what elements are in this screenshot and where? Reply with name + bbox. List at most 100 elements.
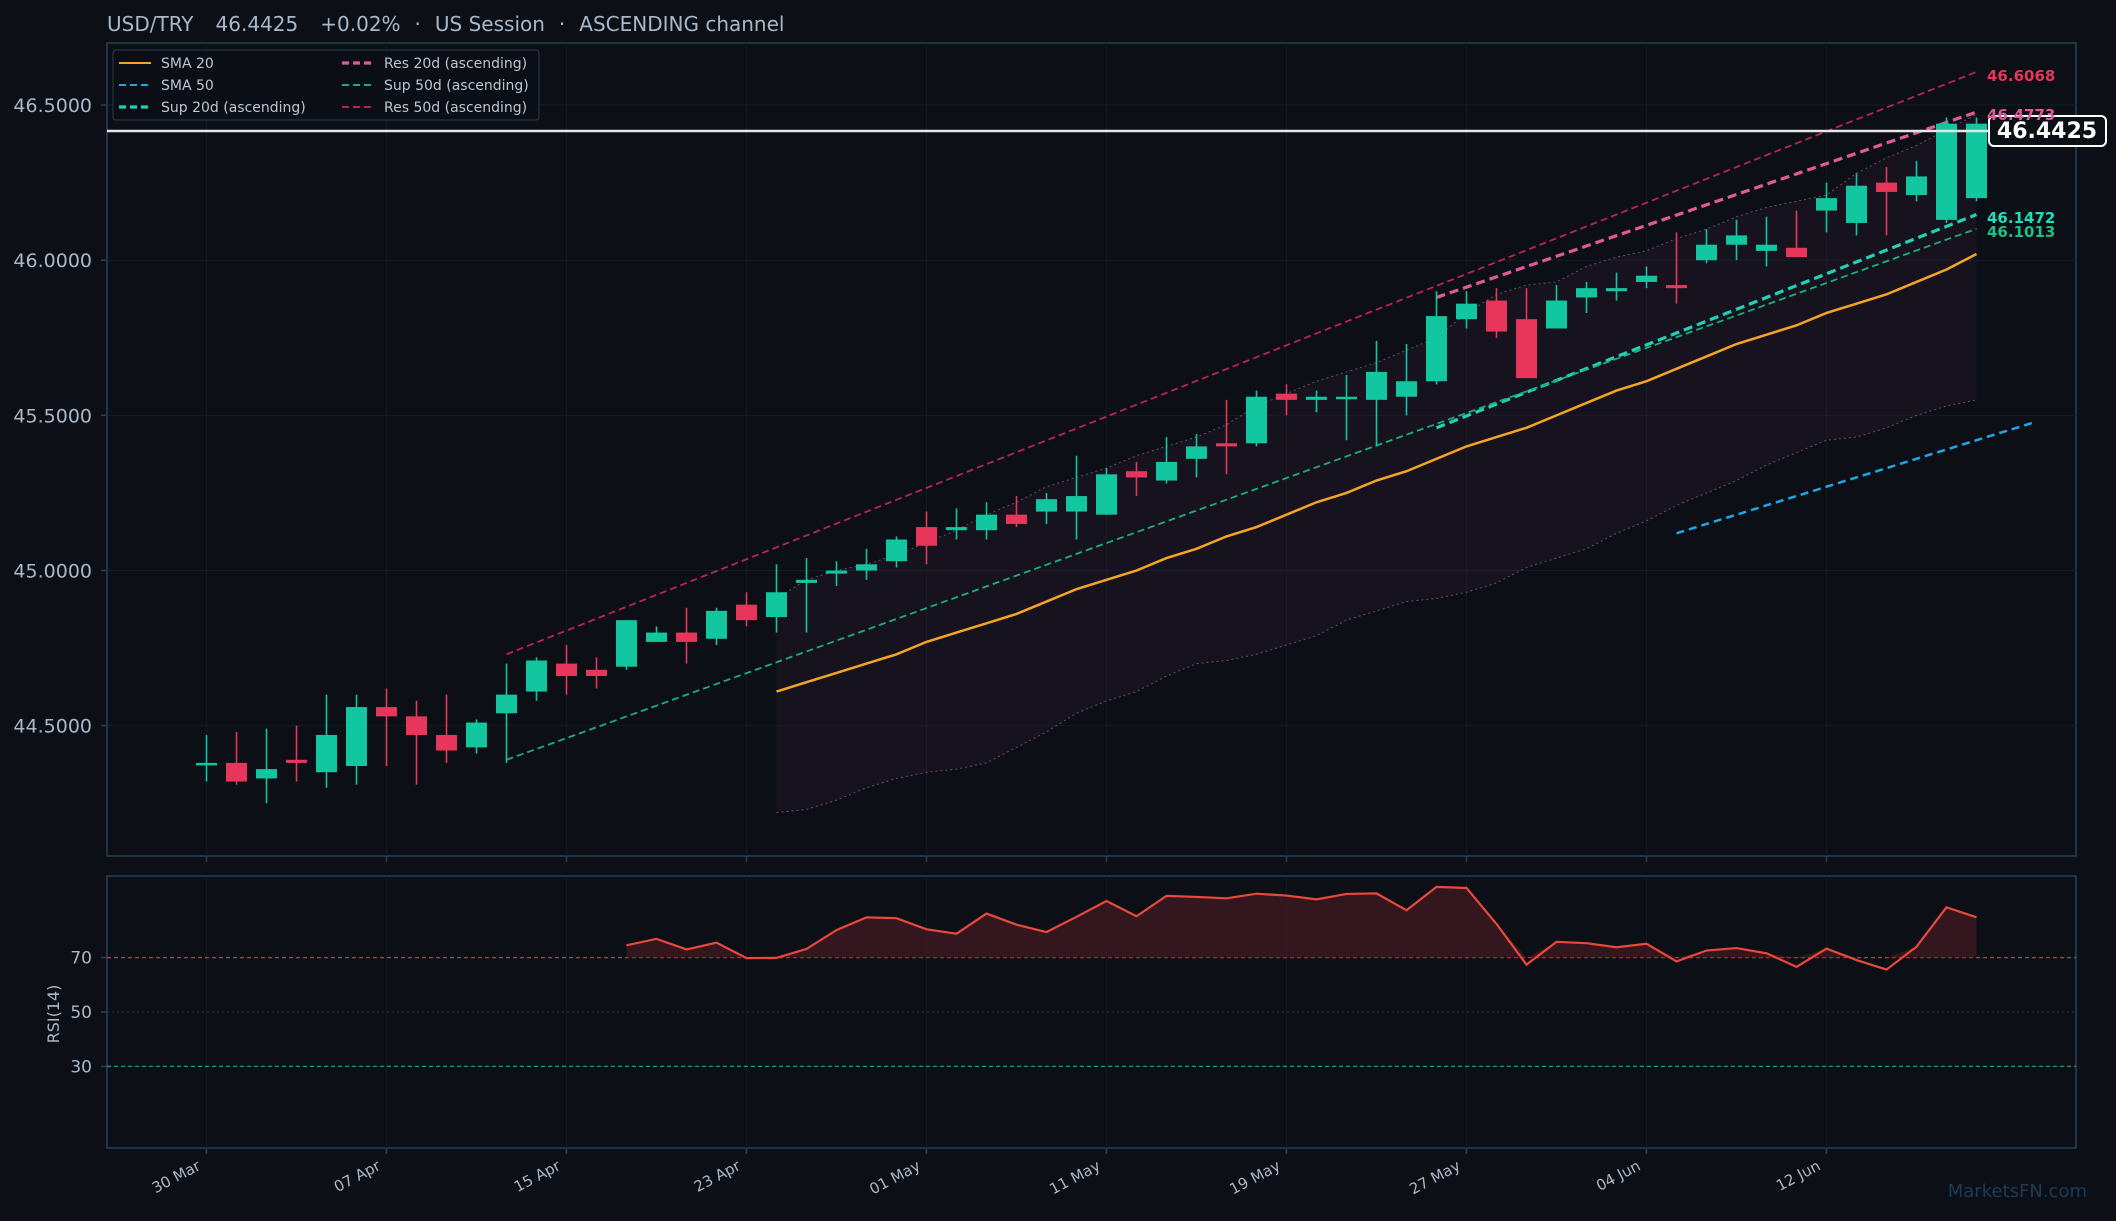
legend: SMA 20 Res 20d (ascending) SMA 50 Sup 50d (… xyxy=(112,49,540,121)
candle-body xyxy=(436,734,457,751)
candle-body xyxy=(1006,514,1027,524)
candle-body xyxy=(586,669,607,677)
series-sup-20d-ascending xyxy=(1435,213,1978,430)
legend-label-sma20: SMA 20 xyxy=(161,56,214,72)
candle-body xyxy=(766,592,787,618)
candle-body xyxy=(1666,285,1687,289)
price-label: 46.4425 xyxy=(216,12,299,36)
candle-body xyxy=(1846,185,1867,223)
date-tick-label: 30 Mar xyxy=(149,1156,204,1197)
date-tick-label: 01 May xyxy=(866,1157,923,1199)
candle-body xyxy=(1186,446,1207,459)
series-sup-50d-ascending xyxy=(506,227,1977,761)
price-tick-label: 46.5000 xyxy=(13,95,92,117)
candle-body xyxy=(1786,247,1807,258)
candle-body xyxy=(1546,300,1567,329)
session-label: US Session xyxy=(435,12,545,36)
candle-body xyxy=(616,620,637,667)
candle-body xyxy=(496,694,517,714)
candle-body xyxy=(1336,396,1357,400)
rsi-overbought-fill xyxy=(626,886,1977,958)
candle-body xyxy=(676,632,697,642)
change-label: +0.02% xyxy=(320,12,400,36)
candle-body xyxy=(1216,443,1237,447)
price-tick-label: 46.0000 xyxy=(13,250,92,272)
candle-body xyxy=(226,762,247,782)
legend-label-res50: Res 50d (ascending) xyxy=(384,100,527,116)
candle-body xyxy=(826,570,847,574)
chart-header: USD/TRY 46.4425 +0.02% · US Session · ASCENDIN… xyxy=(107,12,784,36)
date-tick-label: 12 Jun xyxy=(1773,1157,1823,1195)
price-tick-label: 45.5000 xyxy=(13,405,92,427)
candle-body xyxy=(1906,176,1927,196)
pair-label: USD/TRY xyxy=(107,12,194,36)
candle-body xyxy=(1276,393,1297,400)
candle-body xyxy=(886,539,907,562)
candle-body xyxy=(1876,182,1897,192)
candle-body xyxy=(526,660,547,692)
candle-body xyxy=(946,527,967,531)
candle-body xyxy=(1936,123,1957,220)
candle-body xyxy=(1636,275,1657,282)
price-tick-label: 44.5000 xyxy=(13,716,92,738)
candle-body xyxy=(1096,474,1117,515)
candle-body xyxy=(856,564,877,571)
current-price-value: 46.4425 xyxy=(1997,119,2097,144)
separator-1: · xyxy=(415,12,421,36)
date-tick-label: 27 May xyxy=(1406,1157,1463,1199)
candle-body xyxy=(706,610,727,639)
candle-body xyxy=(406,716,427,735)
legend-label-sma50: SMA 50 xyxy=(161,78,214,94)
candle-body xyxy=(1036,499,1057,512)
rsi-axis-label: RSI(14) xyxy=(44,985,63,1044)
candle-body xyxy=(976,514,997,531)
candle-body xyxy=(256,769,277,779)
candle-body xyxy=(196,762,217,766)
rsi-tick-label: 70 xyxy=(70,949,92,969)
candle-body xyxy=(736,604,757,621)
rsi-tick-label: 30 xyxy=(70,1057,92,1077)
candle-body xyxy=(1366,371,1387,400)
res20-value-tag: 46.4773 xyxy=(1987,106,2055,124)
candle-body xyxy=(556,663,577,677)
date-tick-label: 23 Apr xyxy=(691,1156,744,1196)
price-panel xyxy=(106,42,2077,857)
candle-body xyxy=(1726,235,1747,245)
series-sma-50 xyxy=(1676,420,2037,535)
legend-label-sup50: Sup 50d (ascending) xyxy=(384,78,529,94)
candle-body xyxy=(1516,319,1537,379)
separator-2: · xyxy=(559,12,565,36)
watermark: MarketsFN.com xyxy=(1948,1181,2087,1202)
legend-box xyxy=(112,49,540,121)
price-tick-label: 45.0000 xyxy=(13,561,92,583)
candle-body xyxy=(796,579,817,583)
res50-value-tag: 46.6068 xyxy=(1987,67,2055,85)
candle-body xyxy=(1246,396,1267,444)
candle-body xyxy=(1606,288,1627,292)
candle-body xyxy=(346,707,367,767)
candle-body xyxy=(1306,396,1327,400)
candle-body xyxy=(316,734,337,773)
candle-body xyxy=(1156,461,1177,481)
candle-body xyxy=(1576,288,1597,298)
candle-body xyxy=(1756,244,1777,251)
band-lower-line xyxy=(776,399,1977,814)
candle-body xyxy=(1456,303,1477,320)
sup20-value-tag: 46.1472 xyxy=(1987,209,2055,227)
legend-label-res20: Res 20d (ascending) xyxy=(384,56,527,72)
date-tick-label: 07 Apr xyxy=(331,1156,384,1196)
date-tick-label: 11 May xyxy=(1046,1157,1103,1199)
rsi-tick-label: 50 xyxy=(70,1003,92,1023)
series-sma-20 xyxy=(776,252,1978,693)
candle-body xyxy=(916,527,937,546)
legend-label-sup20: Sup 20d (ascending) xyxy=(161,100,306,116)
candle-body xyxy=(1396,381,1417,397)
candle-body xyxy=(1696,244,1717,261)
candle-body xyxy=(1066,496,1087,512)
candle-body xyxy=(1126,471,1147,478)
candle-body xyxy=(1426,316,1447,382)
current-price-tag xyxy=(1988,115,2107,147)
candle-body xyxy=(1486,300,1507,332)
